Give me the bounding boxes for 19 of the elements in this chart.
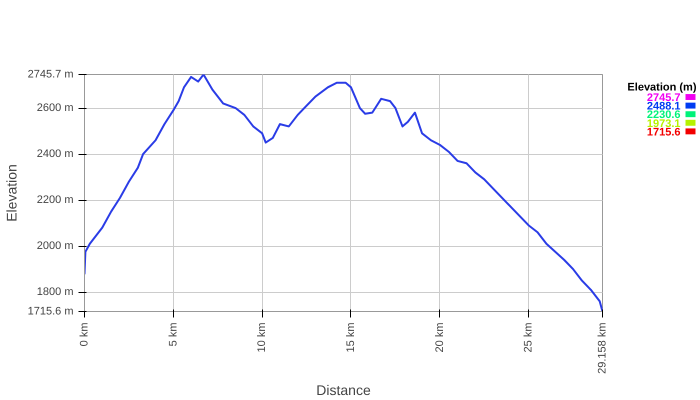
y-tick-label: 2745.7 m: [28, 68, 74, 80]
y-tick-label: 2600 m: [36, 102, 74, 114]
y-axis-title: Elevation: [4, 164, 20, 222]
x-tick-label: 15 km: [344, 322, 357, 352]
color-bar-title: Elevation (m): [627, 82, 697, 94]
x-tick-label: 10 km: [256, 322, 268, 352]
x-tick-label: 0 km: [78, 322, 90, 346]
y-tick-label: 1800 m: [36, 286, 74, 298]
x-tick-label: 29.158 km: [596, 322, 608, 374]
x-tick-label: 25 km: [522, 322, 535, 352]
line-series: [84, 74, 602, 312]
color-bar-label: 1715.6: [646, 126, 681, 138]
y-tick-label: 2000 m: [36, 240, 74, 252]
x-axis-title: Distance: [316, 382, 371, 398]
x-tick-label: 5 km: [167, 322, 180, 346]
y-tick-label: 1715.6 m: [28, 306, 74, 318]
x-tick-label: 20 km: [434, 322, 446, 352]
y-tick-label: 2200 m: [36, 194, 74, 206]
y-tick-label: 2400 m: [36, 148, 74, 160]
